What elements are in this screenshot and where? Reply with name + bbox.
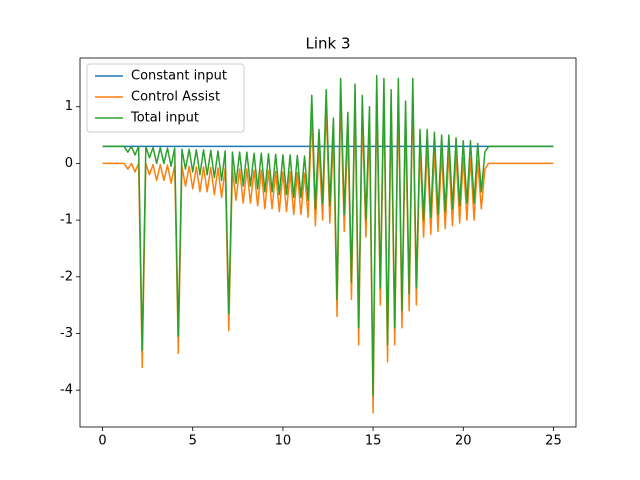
x-tick-label: 10 <box>275 434 292 449</box>
x-tick-label: 20 <box>455 434 472 449</box>
series-line <box>102 74 554 397</box>
x-tick-label: 25 <box>545 434 562 449</box>
y-tick-label: -1 <box>60 213 73 228</box>
legend-box <box>86 63 245 133</box>
plot-frame <box>79 57 577 428</box>
y-tick-label: -3 <box>60 326 73 341</box>
chart-title: Link 3 <box>305 35 350 53</box>
x-tick-label: 0 <box>98 434 106 449</box>
y-tick-label: 1 <box>65 99 73 114</box>
y-tick-label: -4 <box>60 383 73 398</box>
x-tick-label: 15 <box>365 434 382 449</box>
legend-label: Constant input <box>131 69 227 84</box>
legend-label: Control Assist <box>131 90 220 105</box>
legend-label: Total input <box>130 111 199 126</box>
y-tick-label: -2 <box>60 269 73 284</box>
y-tick-label: 0 <box>65 156 73 171</box>
x-tick-label: 5 <box>189 434 197 449</box>
